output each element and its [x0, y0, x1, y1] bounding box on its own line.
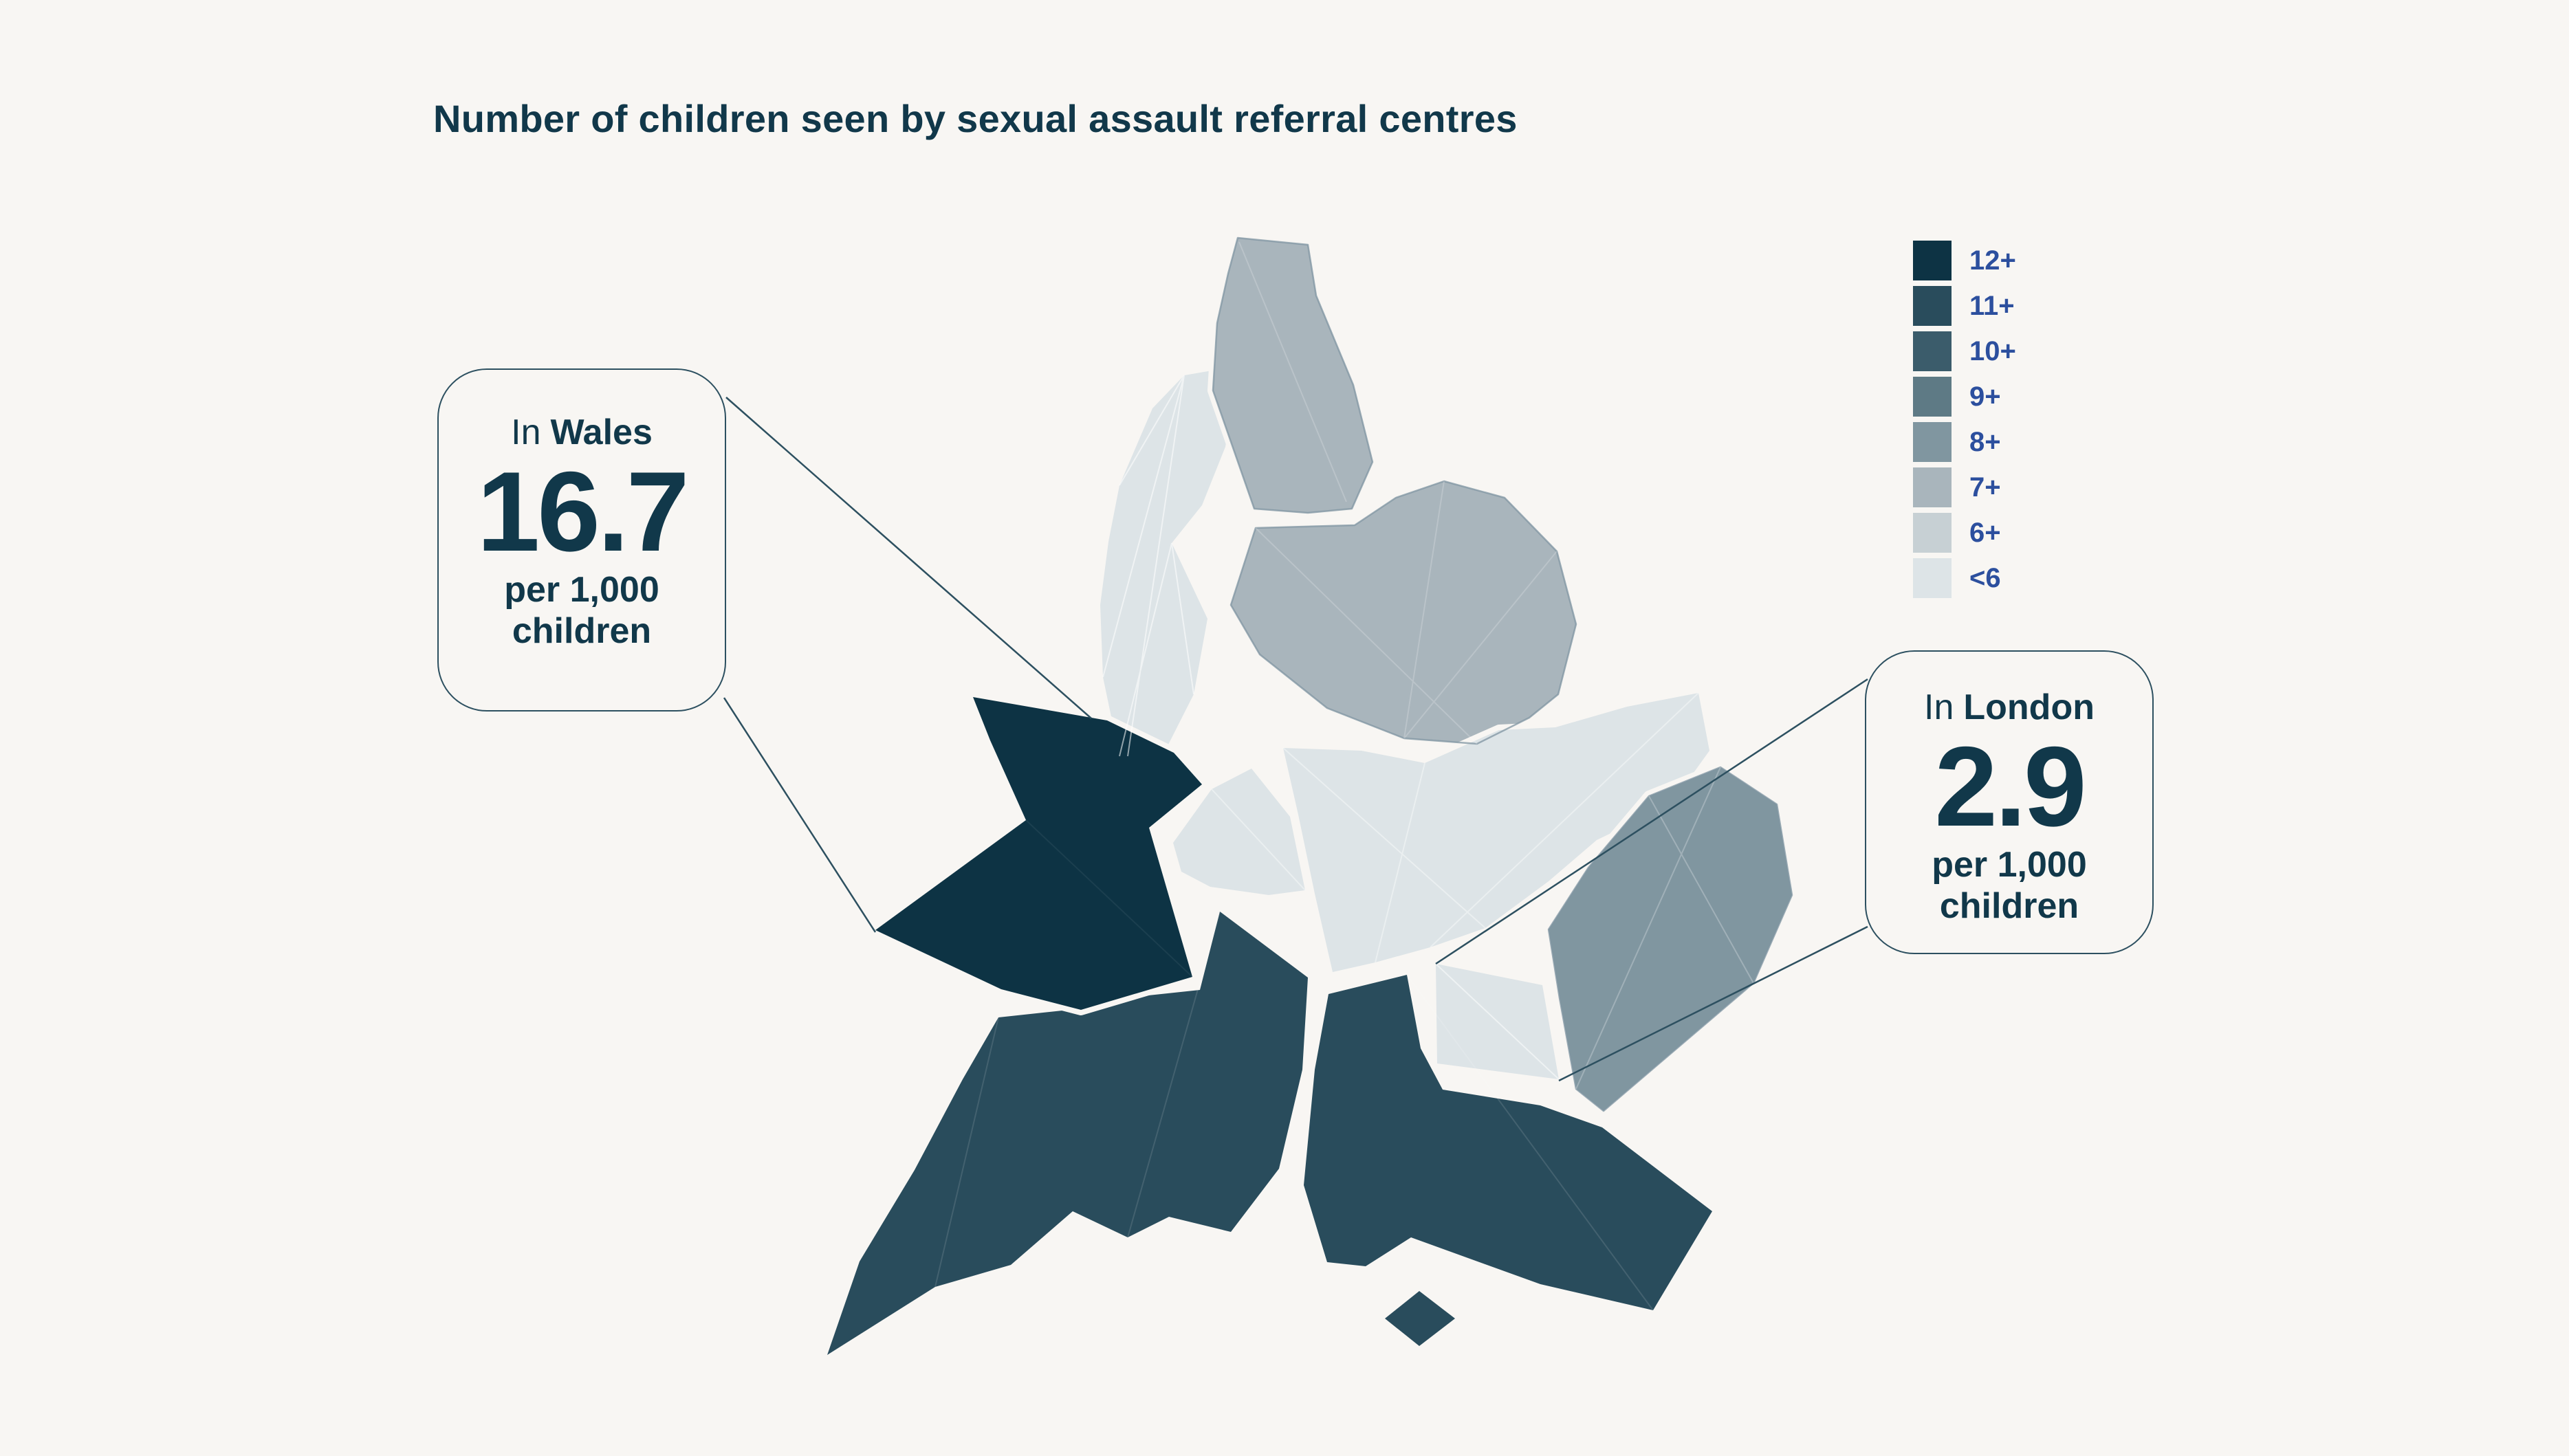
- legend: 12+ 11+ 10+ 9+ 8+ 7+ 6+ <6: [1913, 241, 2016, 604]
- chart-title: Number of children seen by sexual assaul…: [433, 97, 1518, 140]
- legend-item: 11+: [1913, 286, 2016, 326]
- wales-connector-top: [725, 397, 1092, 719]
- legend-item: 9+: [1913, 377, 2016, 417]
- mesh-lines: [934, 241, 1754, 1311]
- isle-of-wight-diamond: [1379, 1286, 1461, 1352]
- callout-london-value: 2.9: [1934, 723, 2086, 850]
- callout-wales-heading: In Wales: [439, 412, 725, 454]
- legend-swatch-under6: [1913, 558, 1952, 598]
- legend-label: 11+: [1969, 291, 2015, 321]
- callout-london-unit-line2: children: [1939, 886, 2079, 927]
- region-east-of-england-edge: [1547, 766, 1793, 1112]
- region-north-east-edge: [1212, 236, 1374, 514]
- legend-label: 7+: [1969, 472, 2001, 503]
- legend-swatch-6plus: [1913, 513, 1952, 553]
- london-connector-top: [1435, 678, 1868, 965]
- legend-item: 12+: [1913, 241, 2016, 280]
- legend-swatch-8plus: [1913, 422, 1952, 462]
- legend-swatch-9plus: [1913, 377, 1952, 417]
- region-yorkshire-humber: [1225, 476, 1582, 749]
- callout-wales-unit-line1: per 1,000: [504, 570, 659, 610]
- legend-swatch-12plus: [1913, 241, 1952, 280]
- legend-swatch-11plus: [1913, 286, 1952, 326]
- callout-london-place: London: [1963, 687, 2095, 727]
- region-yorkshire-edge: [1229, 480, 1577, 745]
- legend-item: 10+: [1913, 331, 2016, 371]
- legend-label: 6+: [1969, 518, 2001, 548]
- legend-label: 9+: [1969, 382, 2001, 412]
- callout-london-prefix: In: [1924, 687, 1954, 727]
- callout-london-unit-line1: per 1,000: [1932, 845, 2087, 885]
- callout-london-heading: In London: [1866, 687, 2152, 729]
- legend-label: 8+: [1969, 427, 2001, 457]
- legend-label: <6: [1969, 563, 2001, 593]
- legend-label: 10+: [1969, 336, 2016, 366]
- region-west-midlands: [1168, 763, 1311, 901]
- region-south-east: [1298, 969, 1718, 1316]
- london-connector-bottom: [1558, 925, 1868, 1082]
- callout-wales-value: 16.7: [477, 448, 689, 575]
- wales-connector-bottom: [723, 697, 877, 933]
- callout-wales-prefix: In: [511, 412, 541, 452]
- callout-wales: In Wales 16.7 per 1,000 children: [437, 368, 726, 712]
- legend-item: <6: [1913, 558, 2016, 598]
- region-wales: [870, 692, 1207, 1015]
- legend-item: 6+: [1913, 513, 2016, 553]
- legend-label: 12+: [1969, 245, 2016, 276]
- legend-item: 8+: [1913, 422, 2016, 462]
- callout-wales-place: Wales: [550, 412, 653, 452]
- callout-wales-unit-line2: children: [512, 611, 652, 652]
- legend-swatch-7plus: [1913, 467, 1952, 507]
- connector-lines: [723, 397, 1868, 1082]
- legend-swatch-10plus: [1913, 331, 1952, 371]
- callout-london: In London 2.9 per 1,000 children: [1865, 650, 2154, 954]
- legend-item: 7+: [1913, 467, 2016, 507]
